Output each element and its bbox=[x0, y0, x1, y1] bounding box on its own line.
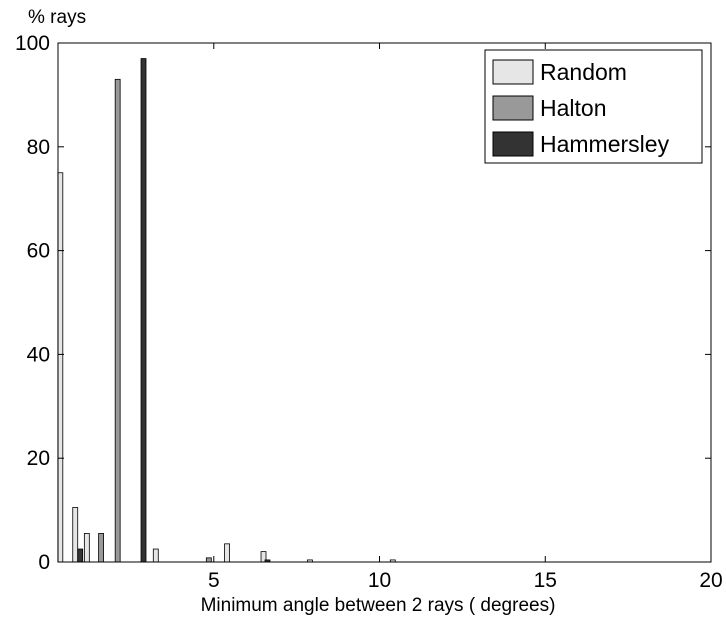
y-tick-label-0: 0 bbox=[38, 551, 50, 574]
bar-random-0 bbox=[57, 172, 64, 563]
bar-random-2 bbox=[83, 533, 90, 563]
x-tick-label-20: 20 bbox=[699, 569, 722, 592]
legend-label-halton: Halton bbox=[540, 95, 606, 121]
legend-label-random: Random bbox=[540, 59, 627, 85]
ticks-layer: 0 20 40 60 80 100 5 10 15 20 bbox=[15, 32, 723, 592]
y-tick-label-60: 60 bbox=[27, 240, 50, 263]
legend-swatch-hammersley bbox=[492, 131, 534, 157]
bar-halton-2 bbox=[205, 557, 212, 563]
legend-swatch-random bbox=[492, 59, 534, 85]
bar-random-1 bbox=[72, 507, 79, 563]
x-tick-label-5: 5 bbox=[208, 569, 220, 592]
legend-swatch-halton bbox=[492, 95, 534, 121]
y-tick-label-20: 20 bbox=[27, 447, 50, 470]
legend: Random Halton Hammersley bbox=[484, 49, 703, 164]
y-tick-label-100: 100 bbox=[15, 32, 50, 55]
legend-items: Random Halton Hammersley bbox=[492, 59, 670, 157]
y-tick-label-80: 80 bbox=[27, 136, 50, 159]
x-tick-label-10: 10 bbox=[368, 569, 391, 592]
bar-halton-0 bbox=[98, 533, 104, 563]
legend-label-hammersley: Hammersley bbox=[540, 131, 670, 157]
bar-hammersley-1 bbox=[140, 58, 147, 563]
y-axis-title: % rays bbox=[28, 7, 86, 28]
bar-halton-1 bbox=[114, 78, 121, 563]
bar-random-4 bbox=[224, 543, 230, 563]
y-tick-label-40: 40 bbox=[27, 343, 50, 366]
bar-random-3 bbox=[152, 548, 159, 563]
bars-layer bbox=[57, 58, 396, 563]
x-tick-label-15: 15 bbox=[534, 569, 557, 592]
plot-frame bbox=[57, 42, 712, 563]
bar-hammersley-0 bbox=[77, 548, 84, 563]
x-axis-title: Minimum angle between 2 rays ( degrees) bbox=[201, 595, 556, 616]
